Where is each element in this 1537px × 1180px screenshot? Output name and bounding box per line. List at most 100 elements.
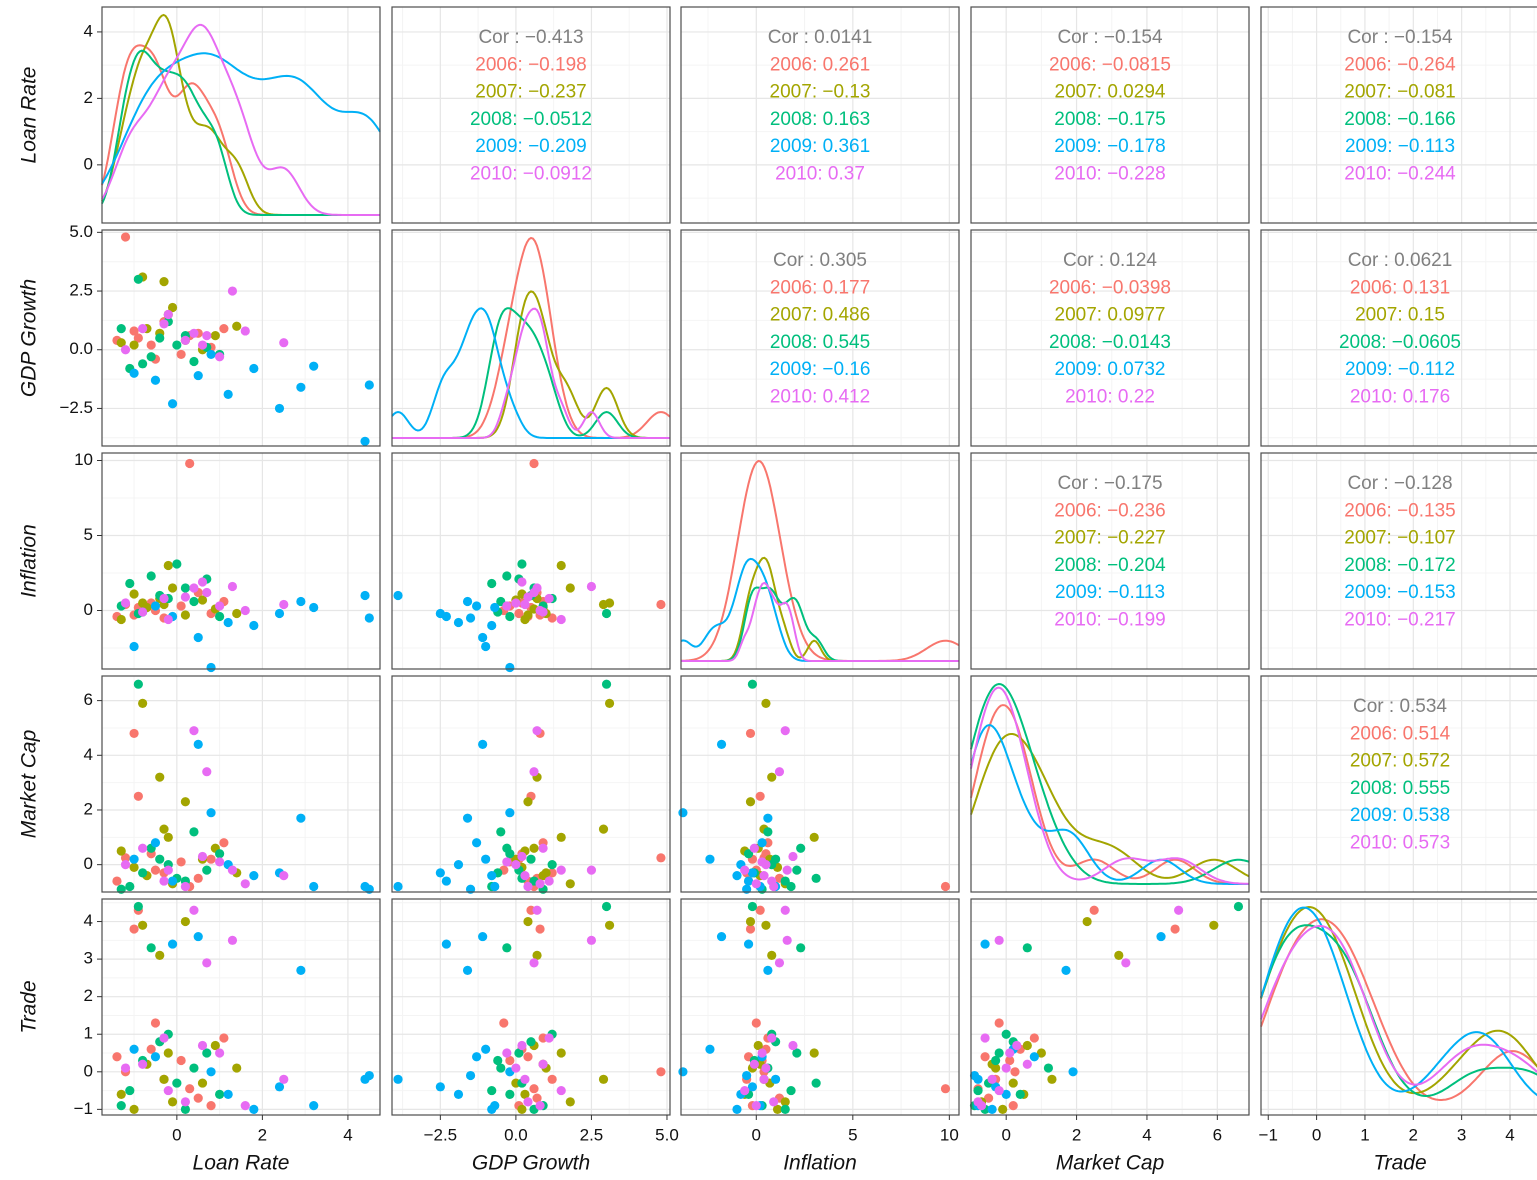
point (980, 939, 990, 949)
correlation-label: 2008: 0.545 (770, 332, 870, 353)
point (129, 1044, 139, 1054)
point (493, 1055, 503, 1066)
point (138, 607, 148, 617)
point (759, 870, 769, 881)
correlation-label: 2007: 0.0977 (1055, 305, 1166, 326)
point (176, 857, 186, 867)
x-tick-label: 3 (1457, 1125, 1466, 1144)
point (138, 698, 148, 708)
point (678, 1067, 688, 1077)
point (792, 865, 802, 875)
panel-border (970, 898, 1250, 1116)
point (1061, 965, 1071, 975)
panel-border (680, 6, 960, 224)
point (189, 356, 199, 367)
point (150, 375, 161, 385)
point (745, 728, 756, 739)
point (163, 1085, 173, 1096)
correlation-label: 2007: −0.227 (1054, 528, 1165, 549)
point (206, 662, 216, 673)
point (202, 587, 212, 598)
correlation-label: Cor : −0.128 (1347, 473, 1452, 494)
point (496, 827, 506, 837)
panel-background (392, 230, 670, 446)
point (202, 767, 212, 777)
point (481, 641, 491, 652)
panel-background (102, 7, 380, 223)
point (505, 1089, 515, 1099)
point (206, 1067, 216, 1077)
point (133, 274, 143, 284)
point (753, 1040, 763, 1051)
point (202, 1048, 212, 1058)
point (219, 324, 229, 334)
point (598, 1074, 609, 1084)
point (189, 583, 199, 593)
correlation-label: 2010: −0.228 (1054, 164, 1165, 185)
point (279, 338, 289, 348)
point (296, 596, 306, 607)
correlation-label: Cor : −0.154 (1347, 27, 1453, 48)
point (309, 361, 319, 371)
point (780, 876, 790, 886)
x-tick-label: 6 (1213, 1125, 1222, 1144)
point (133, 901, 143, 912)
point (180, 881, 190, 892)
correlation-label: 2006: 0.514 (1350, 723, 1451, 744)
point (743, 849, 754, 859)
point (755, 905, 765, 915)
point (759, 1074, 769, 1084)
point (782, 935, 792, 945)
point (112, 1052, 122, 1062)
point (146, 571, 156, 581)
point (167, 876, 178, 886)
point (150, 601, 161, 611)
point (189, 328, 199, 338)
point (441, 939, 451, 949)
point (487, 620, 497, 631)
point (202, 958, 212, 968)
point (163, 865, 173, 875)
point (1005, 1055, 1015, 1066)
y-tick-label: 4 (84, 911, 93, 930)
point (767, 1033, 777, 1043)
correlation-label: Cor : 0.124 (1063, 250, 1157, 271)
y-tick-label: 4 (84, 745, 93, 764)
point (215, 857, 225, 867)
correlation-label: Cor : −0.175 (1057, 473, 1162, 494)
y-tick-label: 5 (84, 525, 93, 544)
point (163, 614, 173, 625)
point (240, 326, 250, 336)
panel-background (102, 676, 380, 892)
point (767, 950, 777, 960)
point (465, 613, 476, 623)
point (167, 583, 178, 593)
point (1156, 931, 1166, 942)
correlation-label: 2010: −0.244 (1344, 164, 1456, 185)
y-tick-label: 0 (84, 600, 93, 619)
point (210, 1040, 220, 1051)
point (219, 838, 229, 848)
point (197, 851, 208, 862)
panel-background (681, 676, 959, 892)
point (496, 1063, 506, 1073)
correlation-label: 2006: −0.0398 (1049, 277, 1171, 298)
point (511, 1063, 521, 1073)
correlation-label: 2010: −0.199 (1054, 610, 1165, 631)
x-tick-label: 2 (1409, 1125, 1418, 1144)
point (129, 326, 139, 336)
y-tick-label: 0 (84, 1061, 93, 1080)
correlation-label: Cor : 0.0621 (1348, 250, 1453, 271)
y-tick-label: 6 (84, 690, 93, 709)
point (116, 1101, 126, 1111)
panel-border (101, 229, 381, 447)
point (761, 1063, 771, 1073)
point (732, 1104, 742, 1114)
x-axis-title: Inflation (783, 1152, 857, 1175)
correlation-label: 2009: 0.0732 (1055, 359, 1166, 380)
panel-border (391, 675, 671, 893)
correlation-label: 2007: −0.13 (770, 82, 871, 103)
point (1001, 1029, 1011, 1039)
x-tick-label: 10 (940, 1125, 959, 1144)
